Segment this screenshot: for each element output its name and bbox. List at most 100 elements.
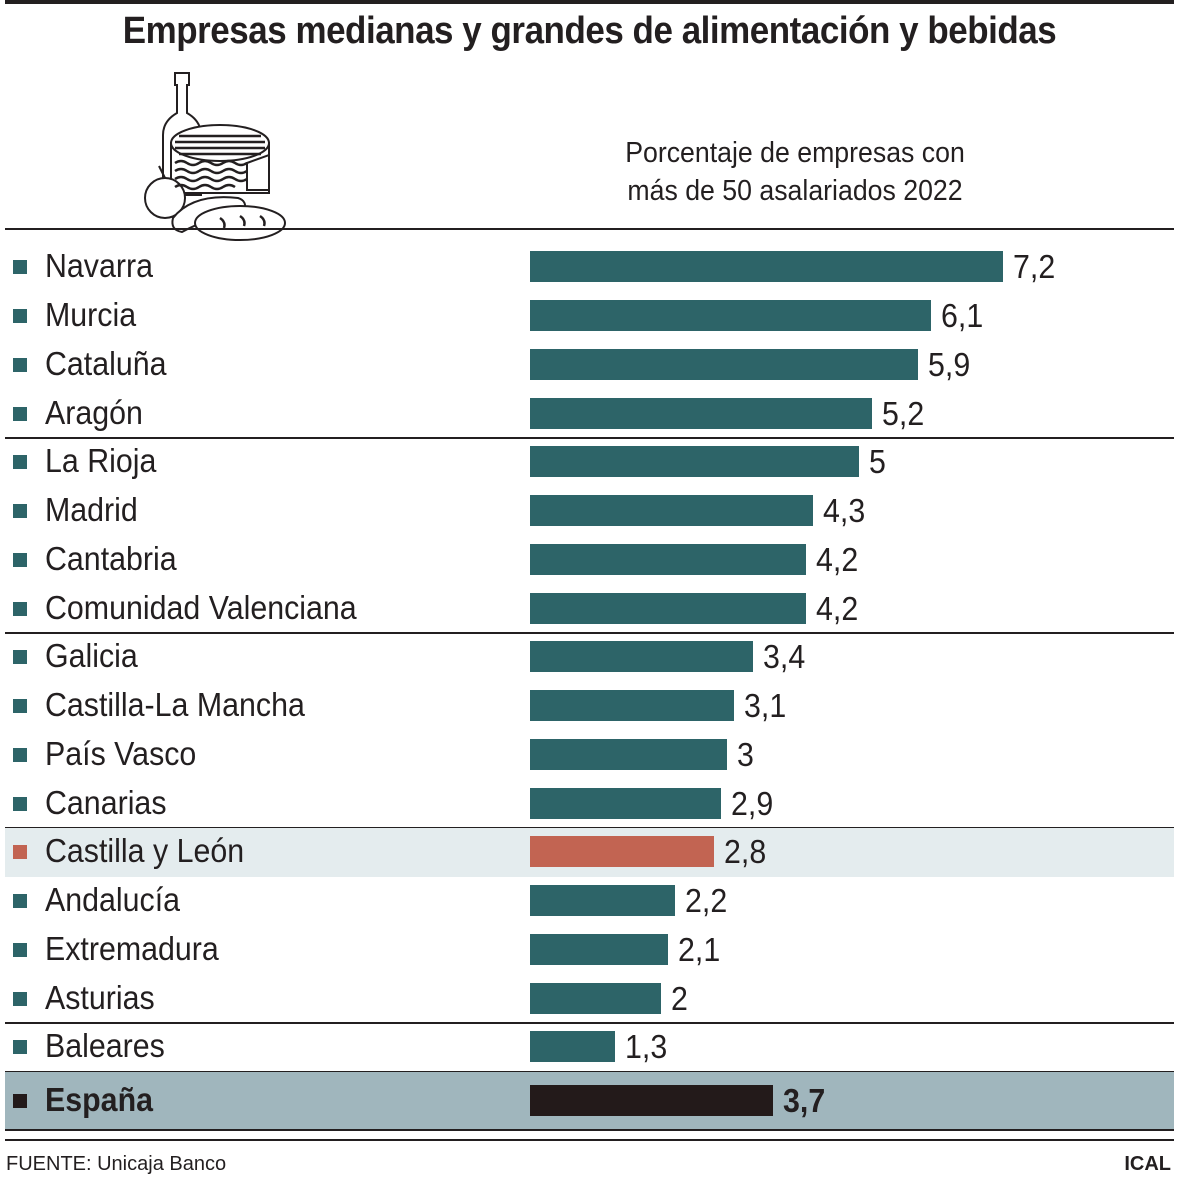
bar <box>530 446 859 478</box>
bar-row: País Vasco 3 <box>5 731 1174 780</box>
bar-row: Cataluña 5,9 <box>5 341 1174 390</box>
category-label: Aragón <box>45 393 143 431</box>
value-label: 3,4 <box>763 638 806 676</box>
bar-row: Castilla-La Mancha 3,1 <box>5 682 1174 731</box>
bar <box>530 982 662 1014</box>
bar-row: Navarra 7,2 <box>5 243 1174 292</box>
credit: ICAL <box>1124 1153 1171 1175</box>
value-label: 2 <box>671 979 689 1017</box>
legend-marker <box>13 1040 27 1055</box>
value-label: 1,3 <box>625 1028 668 1066</box>
value-label: 4,3 <box>822 492 865 530</box>
value-label: 5,2 <box>881 394 924 432</box>
bar <box>530 690 734 722</box>
legend-marker <box>13 1093 27 1108</box>
value-label: 6,1 <box>940 297 983 335</box>
subtitle-line-1: Porcentaje de empresas con <box>625 137 965 169</box>
value-label: 2,9 <box>730 784 773 822</box>
category-label: La Rioja <box>45 442 157 480</box>
legend-marker <box>13 406 27 421</box>
category-label: Cataluña <box>45 344 167 382</box>
source-note: FUENTE: Unicaja Banco <box>6 1153 227 1175</box>
group-separator <box>5 632 1174 634</box>
category-label: Castilla y León <box>45 832 245 870</box>
category-label: Madrid <box>45 491 138 529</box>
category-label: Galicia <box>45 637 138 675</box>
bar-row: Andalucía 2,2 <box>5 877 1174 926</box>
legend-marker <box>13 552 27 567</box>
subtitle-line-2: más de 50 asalariados 2022 <box>627 175 963 207</box>
group-separator <box>5 1022 1174 1024</box>
bar <box>530 397 872 429</box>
top-rule <box>5 0 1174 4</box>
bar-row: Comunidad Valenciana 4,2 <box>5 584 1174 633</box>
category-label: País Vasco <box>45 734 197 772</box>
bar-row: La Rioja 5 <box>5 438 1174 487</box>
group-separator <box>5 437 1174 439</box>
legend-marker <box>13 942 27 957</box>
value-label: 3,1 <box>743 687 786 725</box>
legend-marker <box>13 796 27 811</box>
bar-row: Aragón 5,2 <box>5 389 1174 438</box>
bar-row: Asturias 2 <box>5 974 1174 1023</box>
category-label: Castilla-La Mancha <box>45 686 305 724</box>
bar-row: Extremadura 2,1 <box>5 926 1174 975</box>
value-label: 4,2 <box>815 589 859 627</box>
bar <box>530 1084 774 1116</box>
value-label: 2,2 <box>684 882 727 920</box>
legend-marker <box>13 309 27 324</box>
value-label: 5,9 <box>927 345 970 383</box>
bar <box>530 592 806 624</box>
legend-marker <box>13 601 27 616</box>
bar <box>530 738 728 770</box>
legend-marker <box>13 747 27 762</box>
bar-row: Canarias 2,9 <box>5 779 1174 828</box>
legend-marker <box>13 845 27 860</box>
category-label: Cantabria <box>45 539 177 577</box>
legend-marker <box>13 894 27 909</box>
bar <box>530 1031 616 1063</box>
legend-marker <box>13 650 27 665</box>
category-label: Asturias <box>45 978 155 1016</box>
bar-row: Murcia 6,1 <box>5 292 1174 341</box>
highlight-row: Castilla y León 2,8 <box>5 828 1174 877</box>
bar <box>530 836 714 868</box>
group-separator <box>5 1128 1174 1131</box>
bar <box>530 300 931 332</box>
value-label: 2,1 <box>677 930 721 968</box>
bar-row: Cantabria 4,2 <box>5 536 1174 585</box>
legend-marker <box>13 260 27 275</box>
category-label: Murcia <box>45 296 137 334</box>
value-label: 3 <box>737 735 754 773</box>
category-label: Navarra <box>45 247 153 285</box>
legend-marker <box>13 455 27 470</box>
value-label: 4,2 <box>815 540 859 578</box>
bar <box>530 251 1004 283</box>
legend-marker <box>13 991 27 1006</box>
legend-marker <box>13 699 27 714</box>
total-row: España 3,7 <box>5 1071 1174 1130</box>
category-label: España <box>45 1080 153 1118</box>
value-label: 5 <box>868 443 886 481</box>
bar <box>530 543 806 575</box>
header-rule <box>5 228 1174 230</box>
bar-row: Madrid 4,3 <box>5 487 1174 536</box>
category-label: Comunidad Valenciana <box>45 588 357 626</box>
bar <box>530 641 754 673</box>
bar-row: Galicia 3,4 <box>5 633 1174 682</box>
value-label: 2,8 <box>723 833 767 871</box>
bar <box>530 885 675 917</box>
legend-marker <box>13 357 27 372</box>
bar <box>530 787 721 819</box>
footer-rule <box>5 1139 1174 1141</box>
chart-subtitle: Porcentaje de empresas con más de 50 asa… <box>579 134 1011 210</box>
chart-title: Empresas medianas y grandes de alimentac… <box>122 10 1057 52</box>
bar <box>530 933 668 965</box>
value-label: 3,7 <box>783 1081 826 1119</box>
bar <box>530 495 813 527</box>
category-label: Canarias <box>45 783 167 821</box>
value-label: 7,2 <box>1013 248 1056 286</box>
bar-row: Baleares 1,3 <box>5 1023 1174 1072</box>
bar <box>530 348 918 380</box>
category-label: Extremadura <box>45 929 219 967</box>
